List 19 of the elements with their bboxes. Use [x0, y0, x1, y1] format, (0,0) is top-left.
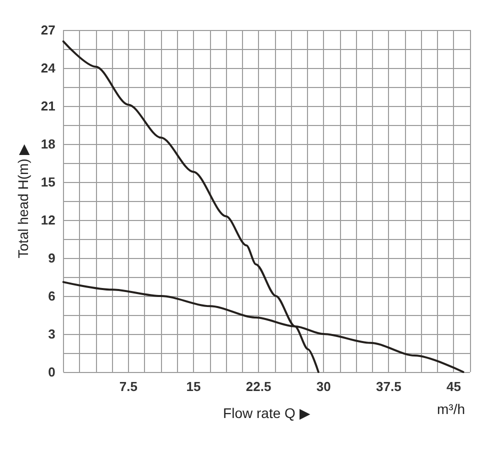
x-tick-label: 7.5 — [119, 379, 138, 394]
y-tick-label: 18 — [40, 136, 56, 152]
x-tick-label: 30 — [316, 379, 331, 394]
y-tick-label: 12 — [40, 212, 56, 228]
y-tick-label: 9 — [48, 250, 56, 266]
y-tick-label: 0 — [48, 364, 56, 380]
text: m³/h — [437, 401, 465, 417]
x-tick-label: 15 — [186, 379, 201, 394]
y-tick-label: 27 — [40, 22, 56, 38]
y-tick-label: 15 — [40, 174, 56, 190]
y-tick-label: 24 — [40, 60, 56, 76]
y-tick-label: 3 — [48, 326, 56, 342]
x-tick-label: 22.5 — [246, 379, 272, 394]
x-tick-label: 37.5 — [376, 379, 402, 394]
x-tick-label: 45 — [446, 379, 461, 394]
x-axis-title: Flow rate Q ▶ — [223, 405, 310, 421]
y-tick-label: 6 — [48, 288, 56, 304]
y-tick-label: 21 — [40, 98, 56, 114]
y-axis-title: Total head H(m) ▶ — [15, 144, 31, 258]
